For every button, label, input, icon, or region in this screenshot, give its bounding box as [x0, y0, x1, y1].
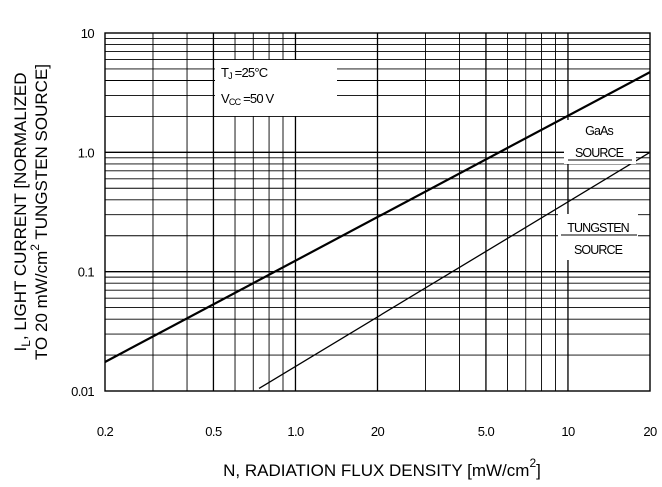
- x-tick-label: 0.2: [97, 424, 114, 439]
- gaas-label-background: [564, 120, 636, 164]
- gaas-label-line2: SOURCE: [575, 146, 624, 160]
- gaas-label-line1: GaAs: [585, 124, 613, 138]
- vcc-label: VCC =50 V: [221, 91, 275, 107]
- x-tick-label: 0.5: [205, 424, 222, 439]
- tungsten-label-line1: TUNGSTEN: [567, 221, 629, 235]
- tungsten-series-label: TUNGSTEN SOURCE: [558, 214, 638, 260]
- y-axis-title-line2: TO 20 mW/cm2 TUNGSTEN SOURCE]: [28, 64, 51, 360]
- tungsten-series-line: [258, 151, 651, 390]
- x-tick-label: 1.0: [287, 424, 304, 439]
- y-tick-label: 10: [81, 26, 95, 41]
- grid: [105, 33, 650, 391]
- y-tick-label: 0.01: [71, 384, 94, 399]
- plot-frame: [104, 32, 651, 392]
- x-tick-label: 20: [643, 424, 657, 439]
- tick-labels: 0.2 0.5 1.0 20 5.0 10 20 0.01 0.1 1.0 10: [71, 26, 658, 439]
- conditions-note: TJ =25°C VCC =50 V: [215, 60, 337, 116]
- x-axis-title: N, RADIATION FLUX DENSITY [mW/cm2]: [223, 456, 541, 480]
- x-tick-label: 5.0: [478, 424, 495, 439]
- y-axis-title-line1: IL, LIGHT CURRENT [NORMALIZED: [11, 72, 33, 351]
- gaas-series-line: [104, 71, 651, 363]
- gaas-series-label: GaAs SOURCE: [564, 120, 636, 164]
- tj-label: TJ =25°C: [221, 65, 268, 81]
- y-tick-label: 1.0: [78, 145, 95, 160]
- x-tick-label: 20: [371, 424, 385, 439]
- series-group: [104, 71, 651, 390]
- y-axis-title: IL, LIGHT CURRENT [NORMALIZED TO 20 mW/c…: [11, 64, 51, 360]
- y-tick-label: 0.1: [78, 265, 95, 280]
- conditions-note-background: [215, 60, 337, 116]
- x-tick-label: 10: [561, 424, 575, 439]
- tungsten-label-background: [558, 214, 638, 260]
- tungsten-label-line2: SOURCE: [574, 243, 623, 257]
